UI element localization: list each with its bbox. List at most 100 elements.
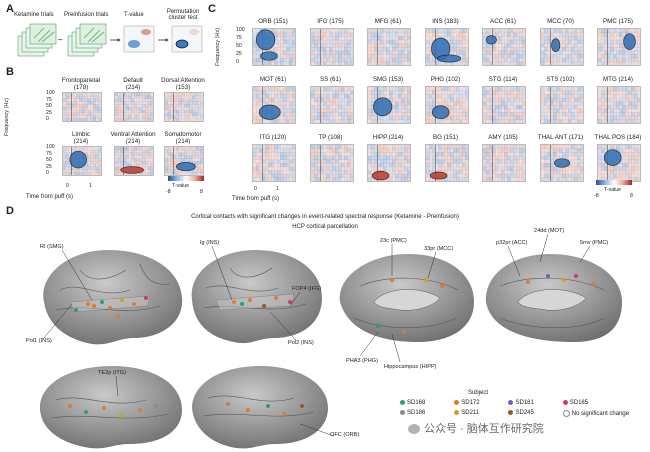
panel-c-heatmap xyxy=(367,144,411,182)
panel-d-title: Cortical contacts with significant chang… xyxy=(191,214,459,220)
panel-c-xlabel: Time from puff (s) xyxy=(232,196,280,202)
panel-b-ytick: 75 xyxy=(46,150,52,157)
panel-b-xlabel: Time from puff (s) xyxy=(26,194,74,200)
panel-c-heatmap xyxy=(252,144,296,182)
legend-dot-icon xyxy=(508,400,514,405)
panel-c-heatmap xyxy=(539,144,584,182)
panel-c-ytick: 0 xyxy=(236,59,239,65)
panel-b-ytick: 25 xyxy=(46,109,52,116)
legend-item: No significant change xyxy=(562,410,650,418)
permutation-label: Permutation cluster test xyxy=(166,9,200,21)
ketamine-trials-label: Ketamine trials xyxy=(14,12,54,18)
panel-c-colorbar-label: T-value xyxy=(604,187,622,193)
brain-lateral-left-2 xyxy=(191,250,322,344)
legend-dot-icon xyxy=(508,410,514,416)
callout-p32pr-acc: p32pr (ACC) xyxy=(496,240,528,246)
panel-c-map-title: SMG (153) xyxy=(372,76,404,83)
panel-b-map-title: Dorsal Attention (153) xyxy=(161,77,205,91)
panel-c-heatmap xyxy=(482,86,526,124)
panel-c-colorbar xyxy=(596,180,632,185)
panel-c-map-title: STS (102) xyxy=(546,76,575,83)
panel-b-cbar-max: 8 xyxy=(200,189,203,195)
panel-b-ytick: 50 xyxy=(46,103,52,109)
panel-b-colorbar-label: T-value xyxy=(172,183,190,189)
callout-33pr-mcc: 33pr (MCC) xyxy=(424,246,454,252)
panel-c-map-title: MOT (61) xyxy=(259,76,287,83)
panel-b-map-title: Frontoparietal (178) xyxy=(61,77,101,91)
panel-c-map-title: PHG (102) xyxy=(430,76,461,83)
panel-b-map-title: Somatomotor (214) xyxy=(164,131,202,145)
legend-dot-icon xyxy=(562,410,570,418)
panel-c-map-title: INS (183) xyxy=(432,18,459,25)
panel-c-ytick: 100 xyxy=(236,27,245,33)
tvalue-map xyxy=(123,25,155,53)
panel-b-map-title: Ventral Attention (214) xyxy=(110,131,156,145)
callout-hippocampus: Hippocampus (HIPP) xyxy=(384,364,437,370)
panel-c-heatmap xyxy=(482,28,526,66)
panel-c-map-title: PMC (175) xyxy=(603,18,633,25)
panel-b-colorbar xyxy=(168,176,204,181)
panel-b-ytick: 75 xyxy=(46,96,52,103)
panel-c-cbar-min: -8 xyxy=(594,193,599,199)
panel-c-heatmap xyxy=(597,28,641,66)
panel-c-map-title: SS (61) xyxy=(320,76,341,83)
panel-c-heatmap xyxy=(539,28,584,66)
panel-b-heatmap xyxy=(62,92,102,122)
wechat-icon xyxy=(408,424,420,435)
callout-ri-smg: RI (SMG) xyxy=(40,244,64,250)
ketamine-trial-stack xyxy=(17,23,57,57)
panel-c-map-title: TP (108) xyxy=(318,134,343,141)
callout-5mv-pmc: 5mv (PMC) xyxy=(580,240,609,246)
panel-c-map-title: THAL POS (184) xyxy=(594,134,642,141)
panel-c-heatmap xyxy=(252,86,296,124)
panel-c-heatmap xyxy=(309,144,354,182)
panel-c-xtick-1: 1 xyxy=(276,186,279,192)
panel-b-ytick: 100 xyxy=(46,144,55,150)
legend-dot-icon xyxy=(562,400,568,405)
legend-item: SD172 xyxy=(454,400,500,406)
panel-c-map-title: IFG (175) xyxy=(317,18,344,25)
callout-pol1-ins: Pol1 (INS) xyxy=(26,338,52,344)
subject-legend: SD168 SD172 SD181 SD185 SD186 SD211 SD245 No si… xyxy=(400,400,650,417)
panel-a-schematic: – xyxy=(17,23,203,57)
brain-medial-2 xyxy=(485,254,622,342)
panel-d-subtitle: HCP cortical parcellation xyxy=(292,224,358,230)
callout-ig-ins: Ig (INS) xyxy=(200,240,220,246)
panel-c-heatmap xyxy=(424,144,469,182)
panel-b-ytick: 100 xyxy=(46,90,55,96)
svg-text:–: – xyxy=(58,35,63,44)
panel-c-map-title: MFG (61) xyxy=(374,18,402,25)
legend-item: SD181 xyxy=(508,400,554,406)
cluster-map xyxy=(171,25,203,53)
panel-b-heatmap xyxy=(164,146,204,176)
panel-c-heatmap xyxy=(424,28,469,66)
panel-b-heatmap xyxy=(114,146,154,176)
legend-dot-icon xyxy=(400,400,405,405)
panel-c-heatmap xyxy=(539,86,584,124)
panel-b-letter: B xyxy=(6,66,14,78)
brain-lateral-left-1 xyxy=(43,250,183,345)
callout-te2p-itg: TE2p (ITG) xyxy=(98,370,126,376)
panel-c-letter: C xyxy=(208,3,216,15)
panel-c-map-title: BG (151) xyxy=(432,134,459,141)
panel-c-map-title: ITG (120) xyxy=(259,134,287,141)
legend-item: SD245 xyxy=(508,410,554,417)
panel-b-cbar-min: -8 xyxy=(166,189,171,195)
panel-c-heatmap xyxy=(309,28,354,66)
panel-c-heatmap xyxy=(309,86,354,124)
panel-c-xtick-0: 0 xyxy=(254,186,257,192)
legend-title: Subject xyxy=(468,390,489,396)
panel-b-map-title: Limbic (214) xyxy=(72,131,90,145)
panel-c-cbar-max: 8 xyxy=(630,193,633,199)
panel-a-letter: A xyxy=(6,3,14,15)
panel-c-map-title: HIPP (214) xyxy=(372,134,404,141)
watermark: 公众号 · 脑体互作研究院 xyxy=(408,420,544,436)
tvalue-label: T-value xyxy=(124,12,144,18)
panel-b-xtick-0: 0 xyxy=(66,183,69,189)
callout-24dd-mot: 24dd (MOT) xyxy=(534,228,565,234)
panel-c-heatmap xyxy=(424,86,469,124)
panel-c-heatmap xyxy=(597,86,641,124)
panel-b-ytick: 0 xyxy=(46,170,49,176)
panel-c-map-title: STG (114) xyxy=(488,76,518,83)
panel-c-heatmap xyxy=(367,28,411,66)
